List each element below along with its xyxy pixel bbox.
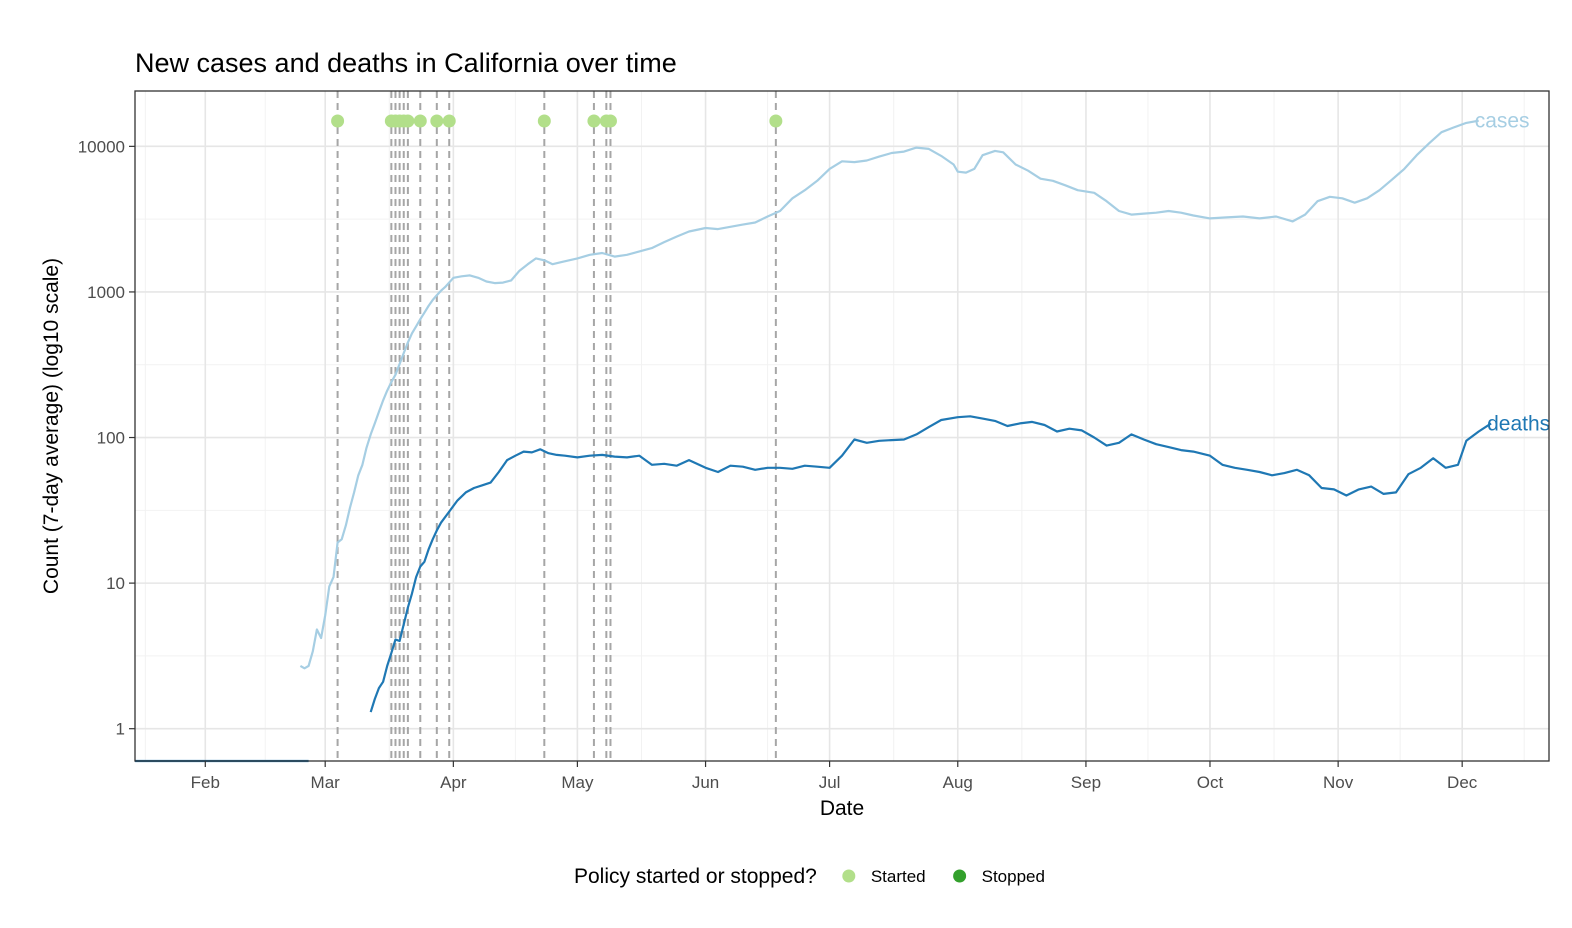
minor-grid xyxy=(135,91,1549,761)
y-tick-label: 1000 xyxy=(87,283,125,302)
legend-entries: Started Stopped xyxy=(842,867,1045,886)
chart-title: New cases and deaths in California over … xyxy=(135,48,677,78)
panel-border xyxy=(134,90,1550,762)
x-tick-label: Oct xyxy=(1197,773,1224,792)
series-labels: cases deaths xyxy=(1475,110,1550,436)
x-tick-label: Nov xyxy=(1323,773,1354,792)
deaths-label: deaths xyxy=(1487,412,1550,435)
policy-point xyxy=(331,114,345,128)
policy-point xyxy=(537,114,551,128)
y-tick-label: 100 xyxy=(97,429,125,448)
x-axis-title: Date xyxy=(820,797,864,820)
x-tick-label: Sep xyxy=(1071,773,1101,792)
policy-point xyxy=(769,114,783,128)
policy-point xyxy=(442,114,456,128)
deaths-line xyxy=(369,415,1492,713)
x-tick-label: Aug xyxy=(943,773,973,792)
panel-background xyxy=(135,91,1549,761)
x-tick-label: Mar xyxy=(311,773,341,792)
x-tick-label: Jul xyxy=(819,773,841,792)
x-tick-label: May xyxy=(561,773,594,792)
y-tick-label: 10 xyxy=(106,574,125,593)
policy-point xyxy=(430,114,444,128)
legend-label-stopped: Stopped xyxy=(982,867,1045,886)
x-axis: Feb Mar Apr May Jun Jul Aug Sep Oct Nov Dec xyxy=(191,761,1478,792)
policy-point xyxy=(413,114,427,128)
y-axis-title: Count (7-day average) (log10 scale) xyxy=(40,258,63,594)
plot-area: cases deaths xyxy=(134,90,1550,763)
y-axis: 1 10 100 1000 10000 xyxy=(78,137,135,739)
legend-label-started: Started xyxy=(871,867,926,886)
y-tick-label: 1 xyxy=(116,720,125,739)
x-tick-label: Jun xyxy=(692,773,719,792)
x-tick-label: Apr xyxy=(440,773,467,792)
policy-point xyxy=(603,114,617,128)
policy-point xyxy=(401,114,415,128)
cases-line xyxy=(299,119,1479,670)
legend-key-started xyxy=(842,869,856,883)
cases-label: cases xyxy=(1475,110,1530,133)
policy-lines xyxy=(336,91,777,761)
x-tick-label: Feb xyxy=(191,773,220,792)
legend: Policy started or stopped? Started Stoppe… xyxy=(574,865,1045,888)
policy-point xyxy=(587,114,601,128)
legend-key-stopped xyxy=(953,869,967,883)
policy-points xyxy=(331,114,783,128)
legend-title: Policy started or stopped? xyxy=(574,865,817,888)
y-tick-label: 10000 xyxy=(78,137,125,156)
x-tick-label: Dec xyxy=(1447,773,1478,792)
